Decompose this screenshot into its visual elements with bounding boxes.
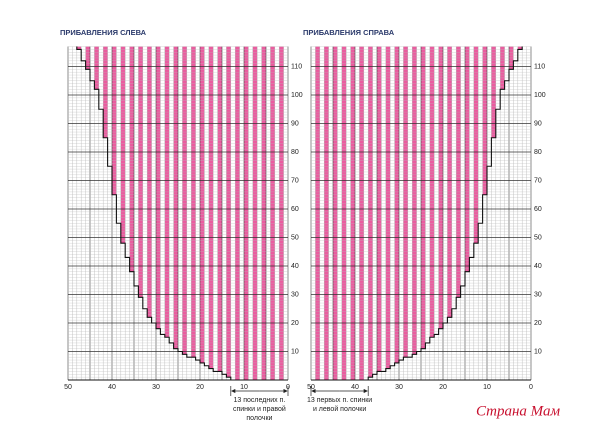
- row-label: 70: [291, 177, 299, 184]
- row-label: 50: [534, 234, 542, 241]
- row-label: 60: [534, 206, 542, 213]
- pink-stitch-column: [333, 46, 338, 381]
- pink-stitch-column: [438, 46, 443, 329]
- pink-stitch-column: [473, 46, 479, 244]
- column-label: 40: [108, 384, 116, 391]
- column-label: 50: [64, 384, 72, 391]
- note-line: 13 последних п.: [234, 397, 286, 404]
- row-label: 110: [291, 63, 302, 70]
- pink-stitch-column: [359, 46, 364, 381]
- pink-stitch-column: [394, 46, 399, 363]
- pink-stitch-column: [517, 46, 523, 50]
- row-label: 50: [291, 234, 299, 241]
- pink-stitch-column: [129, 46, 134, 272]
- column-label: 0: [529, 384, 533, 391]
- row-label: 40: [291, 263, 299, 270]
- watermark: Страна Мам: [476, 403, 561, 419]
- pink-stitch-column: [279, 46, 284, 381]
- column-label: 30: [152, 384, 160, 391]
- column-label: 10: [483, 384, 491, 391]
- row-label: 100: [291, 92, 303, 99]
- chart-title: ПРИБАВЛЕНИЯ СПРАВА: [303, 28, 395, 37]
- knit-chart: ПРИБАВЛЕНИЯ СПРАВА1020304050607080901001…: [303, 28, 546, 413]
- row-label: 110: [534, 63, 545, 70]
- pink-stitch-column: [403, 46, 408, 358]
- row-label: 100: [534, 92, 546, 99]
- pink-stitch-column: [120, 46, 126, 244]
- pink-stitch-column: [244, 46, 249, 381]
- pink-stitch-column: [315, 46, 320, 381]
- row-label: 70: [534, 177, 542, 184]
- pink-stitch-column: [156, 46, 161, 329]
- pink-stitch-column: [94, 46, 99, 90]
- note-line: полочки: [246, 415, 272, 422]
- row-label: 20: [291, 320, 299, 327]
- chart-title: ПРИБАВЛЕНИЯ СЛЕВА: [60, 28, 147, 37]
- pink-stitch-column: [341, 46, 347, 381]
- row-label: 90: [291, 120, 299, 127]
- row-label: 10: [534, 348, 542, 355]
- pink-stitch-column: [350, 46, 355, 381]
- shape-outline: [367, 46, 523, 380]
- column-label: 40: [351, 384, 359, 391]
- knit-chart: ПРИБАВЛЕНИЯ СЛЕВА 10 20 30 40 50 60 70 80 90 100 11…: [60, 28, 303, 422]
- row-label: 90: [534, 120, 542, 127]
- pink-stitch-column: [500, 46, 505, 90]
- pink-stitch-column: [261, 46, 266, 381]
- row-label: 30: [291, 291, 299, 298]
- pink-stitch-column: [191, 46, 196, 358]
- row-label: 40: [534, 263, 542, 270]
- pink-stitch-column: [200, 46, 205, 363]
- pink-stitch-column: [465, 46, 470, 272]
- column-label: 10: [240, 384, 248, 391]
- row-label: 20: [534, 320, 542, 327]
- pink-stitch-column: [76, 46, 82, 50]
- row-label: 60: [291, 206, 299, 213]
- pink-stitch-column: [235, 46, 240, 381]
- note-line: и левой полочки: [313, 405, 366, 413]
- pink-stitch-column: [208, 46, 214, 369]
- row-label: 10: [291, 348, 299, 355]
- pink-stitch-column: [252, 46, 258, 381]
- pink-stitch-column: [447, 46, 452, 318]
- pink-stitch-column: [270, 46, 275, 381]
- note-line: 13 первых п. спинки: [307, 397, 372, 404]
- shape-outline: [76, 46, 232, 380]
- column-label: 30: [395, 384, 403, 391]
- column-label: 20: [439, 384, 447, 391]
- row-label: 80: [534, 149, 542, 156]
- row-label: 80: [291, 149, 299, 156]
- pink-stitch-column: [147, 46, 152, 318]
- pink-stitch-column: [324, 46, 329, 381]
- pink-stitch-column: [385, 46, 391, 369]
- note-line: спинки и правой: [233, 405, 286, 413]
- column-label: 20: [196, 384, 204, 391]
- row-label: 30: [534, 291, 542, 298]
